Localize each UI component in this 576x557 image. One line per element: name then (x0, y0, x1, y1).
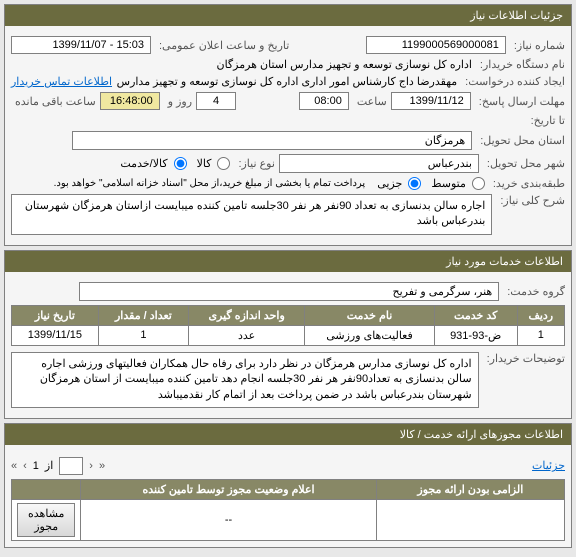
remain-time: 16:48:00 (100, 92, 160, 110)
full-desc-label: شرح کلی نیاز: (500, 194, 565, 207)
service-group-value: هنر، سرگرمی و تفریح (79, 282, 499, 301)
need-type-radio-goods[interactable] (174, 157, 187, 170)
lcol-mandatory: الزامی بودن ارائه مجوز (376, 479, 564, 499)
delivery-city-value: بندرعباس (279, 154, 479, 173)
need-type-label: نوع نیاز: (238, 157, 274, 170)
pager-next-icon[interactable]: › (23, 460, 27, 472)
view-license-button[interactable]: مشاهده مجوز (17, 503, 75, 537)
need-type-group: کالا کالا/خدمت (120, 157, 230, 170)
need-type-goods[interactable]: کالا/خدمت (120, 157, 186, 170)
cell-qty: 1 (98, 325, 188, 345)
creator-value: مهقدرضا داج کارشناس امور اداری اداره کل … (116, 75, 457, 88)
delivery-prov-label: استان محل تحویل: (480, 134, 565, 147)
deadline-time: 08:00 (299, 92, 349, 110)
buyer-notes-value: اداره کل نوسازی مدارس هرمزگان در نظر دار… (11, 352, 479, 408)
col-code: کد خدمت (434, 305, 517, 325)
deadline-label: مهلت ارسال پاسخ: (479, 95, 565, 108)
creator-label: ایجاد کننده درخواست: (465, 75, 565, 88)
license-header: اطلاعات مجوزهای ارائه خدمت / کالا (5, 424, 571, 445)
pager-of: از (45, 459, 53, 472)
remain-days: 4 (196, 92, 236, 110)
license-header-row: الزامی بودن ارائه مجوز اعلام وضعیت مجوز … (12, 479, 565, 499)
purchase-type-group: متوسط جزیی (377, 177, 485, 190)
license-panel: اطلاعات مجوزهای ارائه خدمت / کالا جزئیات… (4, 423, 572, 548)
cell-unit: عدد (189, 325, 305, 345)
remain-label: ساعت باقی مانده (15, 95, 96, 108)
need-no-value: 1199000569000081 (366, 36, 506, 54)
cell-action: مشاهده مجوز (12, 499, 81, 540)
col-unit: واحد اندازه گیری (189, 305, 305, 325)
need-type-radio-goods2[interactable] (217, 157, 230, 170)
cell-mandatory (376, 499, 564, 540)
lcol-action (12, 479, 81, 499)
purchase-radio-small[interactable] (472, 177, 485, 190)
lcol-status: اعلام وضعیت مجوز توسط تامین کننده (81, 479, 376, 499)
announce-value: 15:03 - 1399/11/07 (11, 36, 151, 54)
col-row: ردیف (517, 305, 564, 325)
pager-prev-icon[interactable]: ‹ (89, 460, 93, 472)
org-value: اداره کل نوسازی توسعه و تجهیز مدارس استا… (216, 58, 471, 71)
col-date: تاریخ نیاز (12, 305, 99, 325)
purchase-small[interactable]: متوسط (431, 177, 485, 190)
cell-name: فعالیت‌های ورزشی (305, 325, 435, 345)
services-table-header-row: ردیف کد خدمت نام خدمت واحد اندازه گیری ت… (12, 305, 565, 325)
time-label-1: ساعت (357, 95, 387, 108)
need-type-goods2[interactable]: کالا (197, 157, 231, 170)
announce-label: تاریخ و ساعت اعلان عمومی: (159, 39, 289, 52)
services-header: اطلاعات خدمات مورد نیاز (5, 251, 571, 272)
to-date-label: تا تاریخ: (531, 114, 565, 127)
pager-total: 1 (33, 460, 39, 472)
deadline-date: 1399/11/12 (391, 92, 471, 110)
delivery-prov-value: هرمزگان (72, 131, 472, 150)
cell-code: ض-93-931 (434, 325, 517, 345)
cell-row: 1 (517, 325, 564, 345)
purchase-partial[interactable]: جزیی (377, 177, 421, 190)
pager-page-input[interactable] (59, 457, 83, 475)
contact-link[interactable]: اطلاعات تماس خریدار (11, 75, 112, 88)
need-info-header: جزئیات اطلاعات نیاز (5, 5, 571, 26)
services-panel: اطلاعات خدمات مورد نیاز گروه خدمت: هنر، … (4, 250, 572, 419)
table-row: 1 ض-93-931 فعالیت‌های ورزشی عدد 1 1399/1… (12, 325, 565, 345)
purchase-radio-partial[interactable] (408, 177, 421, 190)
license-row: -- مشاهده مجوز (12, 499, 565, 540)
payment-note: پرداخت تمام یا بخشی از مبلغ خرید،از محل … (54, 178, 366, 189)
full-desc-value: اجاره سالن بدنسازی به تعداد 90نفر هر نفر… (11, 194, 492, 235)
pager: جزئیات « ‹ از 1 › » (11, 457, 565, 475)
days-label: روز و (168, 95, 192, 108)
org-label: نام دستگاه خریدار: (480, 58, 565, 71)
pager-view[interactable]: جزئیات (532, 459, 565, 472)
pager-last-icon[interactable]: » (11, 460, 17, 472)
services-table: ردیف کد خدمت نام خدمت واحد اندازه گیری ت… (11, 305, 565, 346)
need-info-body: شماره نیاز: 1199000569000081 تاریخ و ساع… (5, 26, 571, 245)
need-no-label: شماره نیاز: (514, 39, 565, 52)
license-body: جزئیات « ‹ از 1 › » الزامی بودن ارائه مج… (5, 445, 571, 547)
services-body: گروه خدمت: هنر، سرگرمی و تفریح ردیف کد خ… (5, 272, 571, 418)
cell-date: 1399/11/15 (12, 325, 99, 345)
col-qty: تعداد / مقدار (98, 305, 188, 325)
delivery-city-label: شهر محل تحویل: (487, 157, 565, 170)
buyer-notes-label: توضیحات خریدار: (487, 352, 565, 365)
license-table: الزامی بودن ارائه مجوز اعلام وضعیت مجوز … (11, 479, 565, 541)
need-info-panel: جزئیات اطلاعات نیاز شماره نیاز: 11990005… (4, 4, 572, 246)
service-group-label: گروه خدمت: (507, 285, 565, 298)
col-name: نام خدمت (305, 305, 435, 325)
cell-status: -- (81, 499, 376, 540)
purchase-type-label: طبقه‌بندی خرید: (493, 177, 565, 190)
pager-first-icon[interactable]: « (99, 460, 105, 472)
